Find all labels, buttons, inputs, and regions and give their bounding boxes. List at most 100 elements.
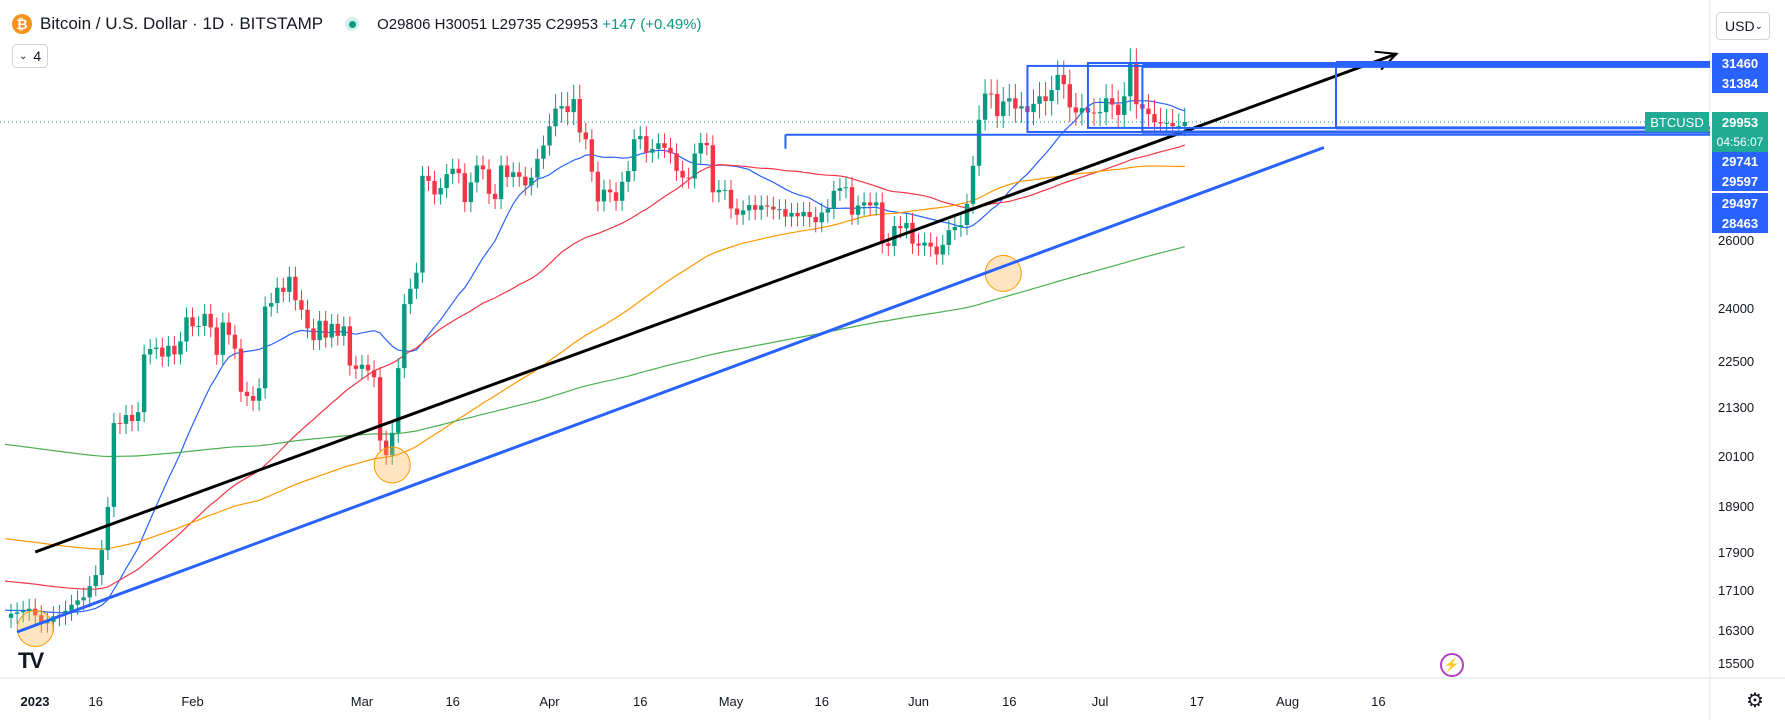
candle-body <box>75 600 80 605</box>
candle-body <box>559 106 564 109</box>
candle-body <box>498 165 504 200</box>
candle-body <box>801 211 806 217</box>
candle-body <box>432 180 437 195</box>
price-axis: 15500 16300 17100 17900 18900 20100 21300 22500… <box>1645 53 1768 671</box>
candle-body <box>299 300 304 310</box>
candle-body <box>692 153 697 179</box>
price-change: +147 (+0.49%) <box>602 15 702 33</box>
candle-body <box>650 148 655 153</box>
candle-body <box>777 209 782 211</box>
candle-body <box>1146 108 1151 115</box>
candle-body <box>1158 122 1163 124</box>
candle-body <box>813 216 818 223</box>
candle-body <box>547 126 552 146</box>
candle-body <box>1007 98 1012 102</box>
trend-arrow-line <box>34 52 1398 554</box>
candle-body <box>995 93 1000 117</box>
price-tick-label: 15500 <box>1718 656 1754 671</box>
candle-body <box>952 226 958 231</box>
market-status-icon[interactable] <box>345 17 360 31</box>
candle-body <box>305 309 310 329</box>
candle-body <box>111 423 117 507</box>
candle-body <box>1097 112 1103 114</box>
candle-body <box>861 202 867 206</box>
candle-body <box>14 612 20 614</box>
indicators-collapse-button[interactable]: ⌄ 4 <box>12 44 49 68</box>
candle-body <box>8 613 14 618</box>
price-tick-label: 17100 <box>1718 583 1754 598</box>
candle-body <box>970 165 976 204</box>
price-level-badge-label: 29597 <box>1722 174 1758 189</box>
candle-body <box>613 192 619 201</box>
candle-body <box>595 171 601 202</box>
candle-body <box>420 175 425 273</box>
price-level-badge <box>1712 73 1768 93</box>
price-level-badge <box>1712 213 1768 233</box>
candle-body <box>511 172 516 178</box>
candle-body <box>329 323 334 338</box>
candle-body <box>638 136 643 140</box>
candle-body <box>674 153 679 171</box>
candle-body <box>583 132 588 140</box>
price-level-badge-label: 31384 <box>1722 76 1759 91</box>
symbol-header: ₿ Bitcoin / U.S. Dollar · 1D · BITSTAMP … <box>12 12 702 36</box>
candle-body <box>335 323 340 336</box>
candle-body <box>486 169 492 194</box>
candle-body <box>87 586 92 598</box>
candle-body <box>1019 106 1024 109</box>
candle-body <box>662 143 667 148</box>
candle-body <box>874 202 879 206</box>
price-tick-label: 22500 <box>1718 354 1754 369</box>
time-tick-label: 16 <box>815 694 829 709</box>
candle-body <box>117 423 123 425</box>
price-tick-label: 17900 <box>1718 545 1754 560</box>
lightning-icon[interactable]: ⚡ <box>1440 653 1464 677</box>
time-tick-label: 2023 <box>21 694 50 709</box>
candle-body <box>958 225 964 227</box>
time-tick-label: 16 <box>633 694 647 709</box>
candle-body <box>220 322 225 355</box>
candle-body <box>468 182 474 203</box>
price-tick-label: 21300 <box>1718 400 1754 415</box>
candle-body <box>1061 74 1066 85</box>
candle-body <box>105 506 111 551</box>
candle-body <box>190 317 195 327</box>
candle-body <box>317 320 322 341</box>
candle-body <box>922 242 927 246</box>
time-tick-label: May <box>719 694 744 709</box>
candle-body <box>480 165 486 170</box>
candle-body <box>244 391 250 397</box>
candle-body <box>1152 114 1157 123</box>
candle-body <box>269 303 274 307</box>
ma-line-200 <box>4 246 1185 458</box>
symbol-title[interactable]: Bitcoin / U.S. Dollar · 1D · BITSTAMP <box>40 14 324 33</box>
ma-line-100 <box>4 165 1185 550</box>
candle-body <box>1164 122 1169 124</box>
candle-body <box>644 136 649 153</box>
price-level-badge <box>1712 53 1768 73</box>
candle-body <box>1049 90 1054 102</box>
candle-body <box>904 222 909 229</box>
candle-body <box>765 205 770 207</box>
candle-body <box>81 597 86 601</box>
candle-body <box>450 168 455 175</box>
candle-body <box>898 226 903 229</box>
candle-body <box>855 205 861 215</box>
candle-body <box>408 288 413 305</box>
annotations <box>16 50 1710 647</box>
currency-select[interactable]: USD ⌄ <box>1716 12 1770 40</box>
gear-icon[interactable]: ⚙ <box>1746 690 1764 712</box>
candle-body <box>553 108 558 127</box>
candle-body <box>734 208 740 215</box>
candle-body <box>1109 98 1115 105</box>
candle-body <box>1043 96 1048 102</box>
price-level-badge <box>1712 171 1768 191</box>
candle-body <box>982 93 988 120</box>
last-price-badge <box>1712 112 1768 152</box>
time-tick-label: Aug <box>1276 694 1299 709</box>
candle-body <box>964 203 970 226</box>
candle-body <box>438 188 443 195</box>
candle-body <box>934 246 939 255</box>
price-tick-label: 18900 <box>1718 499 1754 514</box>
